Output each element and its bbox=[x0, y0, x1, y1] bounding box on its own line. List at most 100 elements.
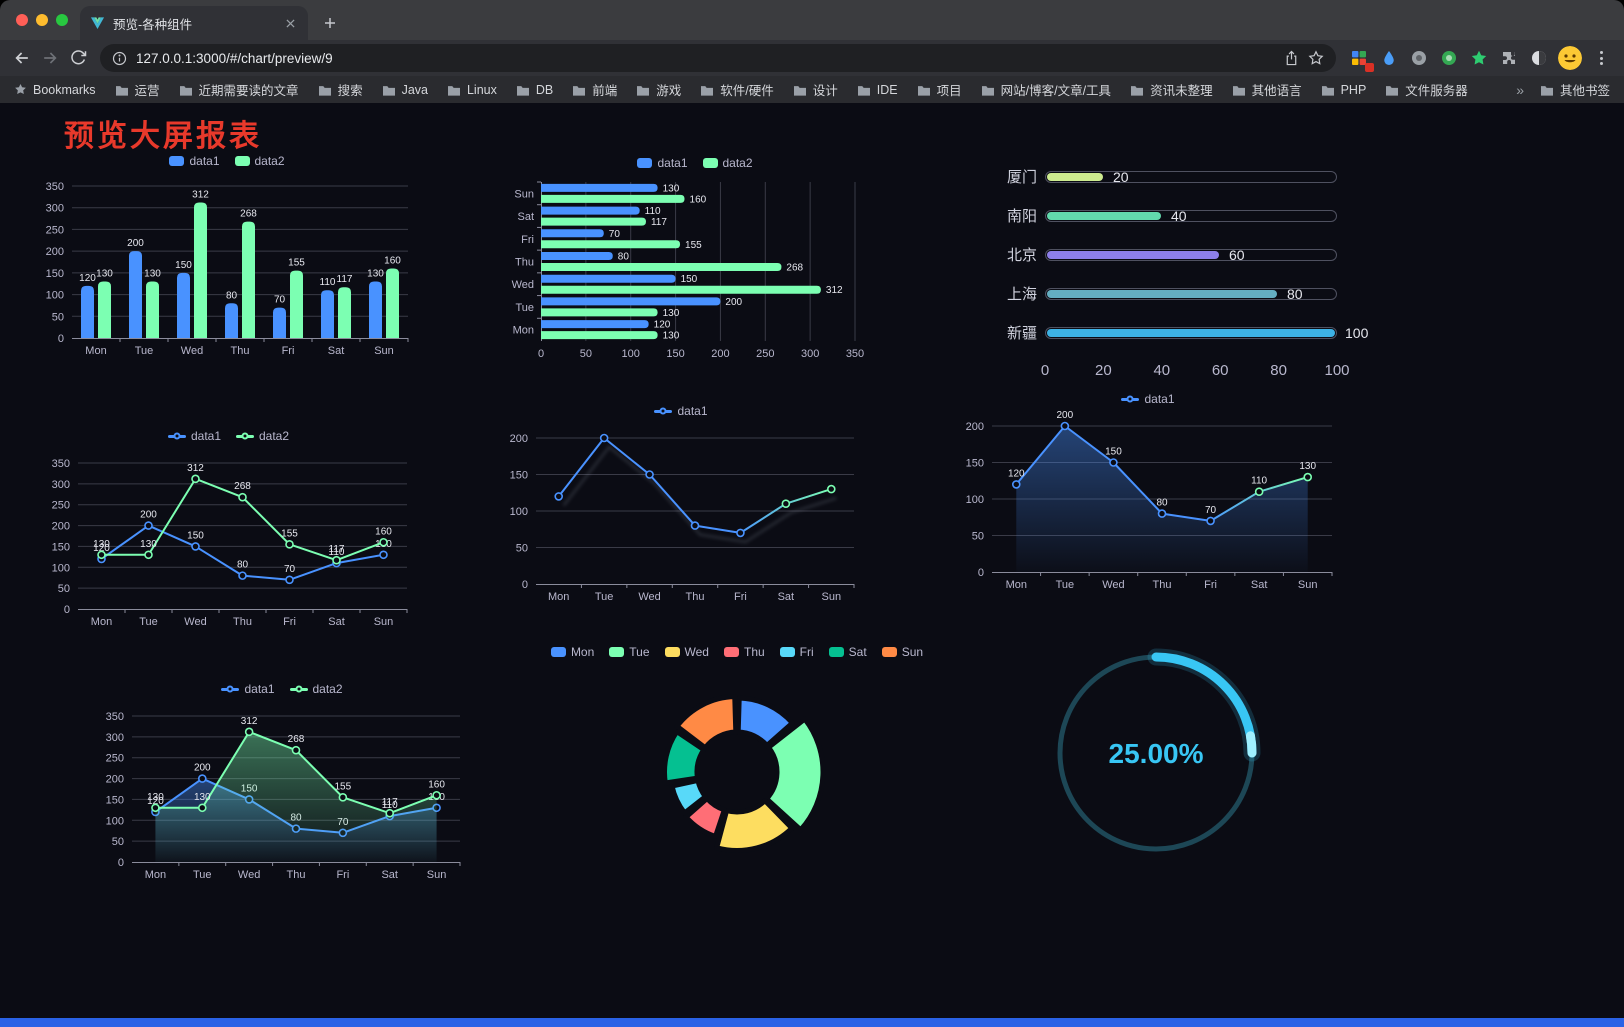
browser-menu-icon[interactable] bbox=[1588, 45, 1614, 71]
minimize-window-button[interactable] bbox=[36, 14, 48, 26]
puzzle-extensions-icon[interactable] bbox=[1496, 45, 1522, 71]
legend-item[interactable]: Sun bbox=[881, 645, 923, 659]
forward-button[interactable] bbox=[36, 44, 64, 72]
bookmark-folder[interactable]: Java bbox=[382, 83, 428, 97]
svg-text:117: 117 bbox=[382, 797, 398, 808]
svg-text:100: 100 bbox=[622, 348, 640, 360]
svg-text:150: 150 bbox=[175, 260, 192, 271]
svg-text:268: 268 bbox=[240, 209, 257, 220]
legend-item[interactable]: Tue bbox=[609, 645, 650, 659]
chart-percent-gauge[interactable]: 25.00% bbox=[1036, 633, 1276, 873]
legend-item[interactable]: data1 bbox=[654, 404, 708, 418]
bookmark-folder[interactable]: 资讯未整理 bbox=[1130, 80, 1213, 99]
progress-track: 40 bbox=[1045, 207, 1337, 224]
browser-tab[interactable]: 预览-各种组件 bbox=[80, 6, 308, 40]
svg-text:50: 50 bbox=[112, 836, 124, 848]
legend-item[interactable]: data2 bbox=[236, 429, 289, 443]
svg-text:Tue: Tue bbox=[193, 869, 212, 881]
progress-fill bbox=[1047, 289, 1277, 298]
page-title: 预览大屏报表 bbox=[64, 120, 262, 153]
svg-text:200: 200 bbox=[966, 421, 984, 433]
legend-item[interactable]: Sat bbox=[828, 645, 867, 659]
progress-value: 80 bbox=[1287, 285, 1303, 302]
bookmark-folder[interactable]: 文件服务器 bbox=[1385, 80, 1468, 99]
gray-circle-extension-icon[interactable] bbox=[1406, 45, 1432, 71]
legend-item[interactable]: data2 bbox=[702, 156, 753, 170]
profile-avatar[interactable] bbox=[1558, 46, 1582, 70]
green-star-extension-icon[interactable] bbox=[1466, 45, 1492, 71]
legend-item[interactable]: data1 bbox=[169, 154, 220, 168]
svg-text:Sat: Sat bbox=[517, 211, 534, 223]
url-text: 127.0.0.1:3000/#/chart/preview/9 bbox=[136, 50, 333, 66]
bookmark-folder[interactable]: 项目 bbox=[917, 80, 962, 99]
legend-item[interactable]: Fri bbox=[779, 645, 814, 659]
tab-close-icon[interactable] bbox=[282, 15, 298, 31]
svg-text:70: 70 bbox=[274, 295, 286, 306]
chart-city-progress-bars[interactable]: 厦门 20 南阳 40 北京 60 上海 80 新疆 100 0 20 40 60 80 100 bbox=[950, 155, 1390, 395]
bookmark-folder[interactable]: Linux bbox=[447, 83, 497, 97]
legend-item[interactable]: data2 bbox=[234, 154, 285, 168]
bookmark-folder[interactable]: 软件/硬件 bbox=[700, 80, 774, 99]
chart-double-area[interactable]: data1 data2 0 50 100 150 200 250 300 350 Mon Tue Wed… bbox=[96, 678, 468, 888]
traffic-lights bbox=[16, 14, 68, 26]
reload-button[interactable] bbox=[64, 44, 92, 72]
back-button[interactable] bbox=[8, 44, 36, 72]
bookmark-folder[interactable]: 设计 bbox=[793, 80, 838, 99]
svg-text:200: 200 bbox=[1057, 410, 1074, 421]
progress-track: 80 bbox=[1045, 285, 1337, 302]
dark-mode-toggle-icon[interactable] bbox=[1526, 45, 1552, 71]
bookmark-folder[interactable]: 前端 bbox=[572, 80, 617, 99]
other-bookmarks-folder[interactable]: 其他书签 bbox=[1540, 80, 1610, 99]
progress-city-label: 北京 bbox=[1006, 247, 1037, 264]
legend-item[interactable]: data1 bbox=[1121, 392, 1175, 406]
site-info-icon[interactable] bbox=[112, 51, 127, 66]
chart-single-area[interactable]: data1 0 50 100 150 200 Mon Tue Wed Thu Fri Sat Sun 12… bbox=[956, 388, 1340, 598]
bookmark-folder[interactable]: 运营 bbox=[115, 80, 160, 99]
new-tab-button[interactable] bbox=[316, 9, 344, 37]
bookmarks-overflow-chevron[interactable]: » bbox=[1516, 81, 1524, 98]
bookmarks-root-label: Bookmarks bbox=[33, 82, 96, 97]
chart-grouped-bar-vertical[interactable]: data1 data2 0 50 100 150 200 250 300 350 Mon Tue Wed… bbox=[36, 150, 418, 362]
legend-item[interactable]: Thu bbox=[723, 645, 765, 659]
svg-text:200: 200 bbox=[510, 433, 528, 445]
legend-item[interactable]: data2 bbox=[289, 682, 343, 696]
bookmark-folder[interactable]: 游戏 bbox=[636, 80, 681, 99]
legend-item[interactable]: data1 bbox=[221, 682, 275, 696]
svg-text:110: 110 bbox=[329, 547, 345, 558]
chart-rose-donut[interactable]: Mon Tue Wed Thu Fri Sat Sun bbox=[520, 641, 954, 876]
progress-axis: 0 20 40 60 80 100 bbox=[1040, 362, 1350, 379]
fullscreen-window-button[interactable] bbox=[56, 14, 68, 26]
tab-strip: 预览-各种组件 bbox=[0, 0, 1624, 40]
chart-single-line[interactable]: data1 0 50 100 150 200 Mon Tue Wed Thu Fri Sat Sun bbox=[500, 400, 862, 610]
bookmark-folder[interactable]: 近期需要读的文章 bbox=[179, 80, 299, 99]
bookmark-folder[interactable]: 搜索 bbox=[318, 80, 363, 99]
bookmarks-root-item[interactable]: Bookmarks bbox=[14, 83, 96, 97]
bookmark-folder[interactable]: 其他语言 bbox=[1232, 80, 1302, 99]
bookmark-star-icon[interactable] bbox=[1308, 50, 1324, 66]
green-circle-extension-icon[interactable] bbox=[1436, 45, 1462, 71]
bookmark-folder[interactable]: 网站/博客/文章/工具 bbox=[981, 80, 1111, 99]
share-icon[interactable] bbox=[1284, 50, 1299, 66]
chart-grouped-bar-horizontal[interactable]: data1 data2 0 50 100 150 200 250 300 350 Mon Tue Wed… bbox=[505, 152, 885, 365]
bookmark-folder[interactable]: DB bbox=[516, 83, 553, 97]
url-bar[interactable]: 127.0.0.1:3000/#/chart/preview/9 bbox=[100, 44, 1336, 72]
legend-item[interactable]: Wed bbox=[664, 645, 709, 659]
bookmark-folder[interactable]: PHP bbox=[1321, 83, 1366, 97]
bookmark-folder[interactable]: IDE bbox=[857, 83, 898, 97]
legend-item[interactable]: data1 bbox=[167, 429, 221, 443]
svg-text:Wed: Wed bbox=[238, 869, 260, 881]
water-drop-extension-icon[interactable] bbox=[1376, 45, 1402, 71]
legend-item[interactable]: Mon bbox=[550, 645, 594, 659]
chart-double-line[interactable]: data1 data2 0 50 100 150 200 250 300 350 Mon Tue Wed… bbox=[42, 425, 415, 635]
progress-value: 40 bbox=[1171, 207, 1187, 224]
svg-text:150: 150 bbox=[46, 268, 64, 280]
extension-grid-icon[interactable] bbox=[1346, 45, 1374, 72]
bar-vertical-plot: 0 50 100 150 200 250 300 350 Mon Tue Wed Thu Fri Sat S… bbox=[46, 181, 409, 357]
close-window-button[interactable] bbox=[16, 14, 28, 26]
svg-text:200: 200 bbox=[711, 348, 729, 360]
svg-text:Sat: Sat bbox=[328, 616, 345, 628]
svg-text:100: 100 bbox=[46, 290, 64, 302]
legend-item[interactable]: data1 bbox=[637, 156, 688, 170]
progress-fill bbox=[1047, 172, 1103, 181]
svg-text:150: 150 bbox=[666, 348, 684, 360]
